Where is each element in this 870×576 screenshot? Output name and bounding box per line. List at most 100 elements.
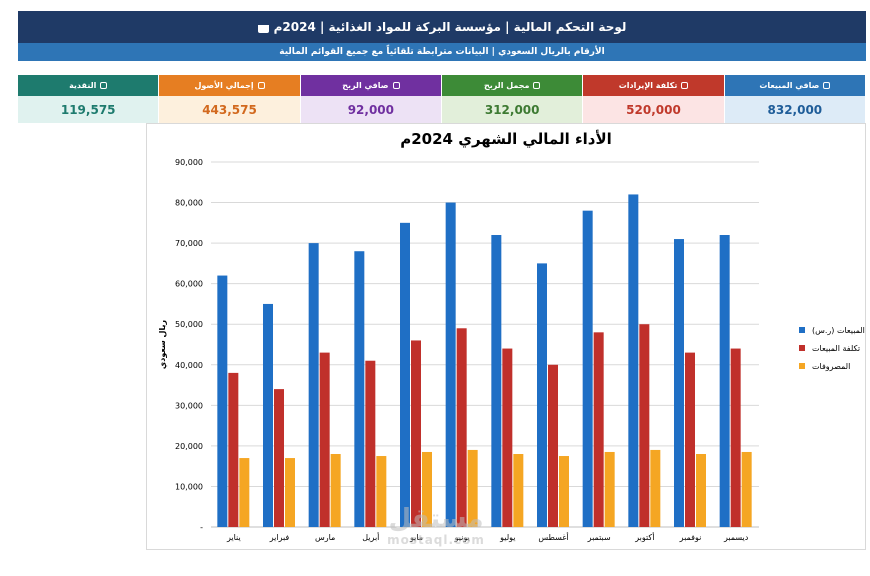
kpi-value: 832,000	[724, 96, 865, 123]
y-tick-label: 50,000	[175, 320, 203, 329]
bar-expenses	[696, 454, 706, 527]
bar-expenses	[559, 456, 569, 527]
kpi-value: 312,000	[442, 96, 583, 123]
x-tick-label: نوفمبر	[679, 533, 702, 542]
kpi-card: مجمل الربح 312,000	[442, 75, 584, 123]
kpi-cards: صافي المبيعات 832,000 تكلفة الإيرادات 520,0…	[18, 75, 866, 123]
bar-cost	[730, 348, 741, 527]
x-tick-label: يونيو	[454, 533, 470, 542]
x-tick-label: مايو	[409, 533, 423, 542]
y-tick-label: 40,000	[175, 361, 203, 370]
bar-sales	[491, 235, 502, 527]
kpi-label: صافي الربح	[342, 81, 389, 90]
kpi-header: صافي المبيعات	[724, 75, 865, 96]
dashboard-subtitle-bar: الأرقام بالريال السعودي | البيانات متراب…	[18, 43, 866, 61]
box-icon	[681, 82, 689, 89]
bar-sales	[537, 263, 547, 527]
bar-cost	[548, 364, 558, 527]
x-tick-label: ديسمبر	[723, 533, 749, 542]
bar-cost	[411, 340, 421, 527]
bar-sales	[400, 222, 410, 527]
bar-expenses	[330, 454, 341, 527]
kpi-label: صافي المبيعات	[759, 81, 820, 90]
y-tick-label: 90,000	[175, 158, 203, 167]
chart-title: الأداء المالي الشهري 2024م	[400, 130, 612, 148]
bar-sales	[354, 251, 365, 527]
kpi-header: تكلفة الإيرادات	[583, 75, 724, 96]
kpi-label: النقدية	[69, 81, 97, 90]
monthly-chart: الأداء المالي الشهري 2024م - 10,000 20,000…	[146, 123, 866, 550]
bar-cost	[456, 328, 467, 527]
bar-expenses	[285, 458, 295, 527]
bar-cost	[639, 324, 650, 527]
kpi-value: 520,000	[583, 96, 724, 123]
dashboard-title-bar: لوحة التحكم المالية | مؤسسة البركة للموا…	[18, 11, 866, 43]
grid-icon	[533, 82, 541, 89]
kpi-label: إجمالي الأصول	[194, 81, 254, 90]
x-tick-label: يوليو	[499, 533, 515, 542]
y-tick-label: 10,000	[175, 482, 203, 491]
cash-icon	[100, 82, 108, 89]
y-tick-label: 60,000	[175, 280, 203, 289]
y-tick-label: 20,000	[175, 442, 203, 451]
x-tick-label: أغسطس	[538, 532, 568, 542]
trophy-icon	[392, 82, 400, 89]
bar-expenses	[604, 451, 615, 527]
bar-sales	[445, 202, 456, 528]
kpi-label: تكلفة الإيرادات	[618, 81, 678, 90]
kpi-header: صافي الربح	[300, 75, 442, 96]
legend-swatch	[799, 345, 805, 351]
dashboard-subtitle: الأرقام بالريال السعودي | البيانات متراب…	[279, 47, 605, 57]
bar-sales	[674, 239, 684, 528]
kpi-value: 119,575	[18, 96, 159, 123]
bank-icon	[257, 82, 265, 89]
bar-expenses	[467, 449, 478, 527]
y-tick-label: 70,000	[175, 239, 203, 248]
legend-swatch	[799, 327, 805, 333]
legend-swatch	[799, 363, 805, 369]
calendar-icon	[257, 21, 269, 33]
kpi-card: تكلفة الإيرادات 520,000	[583, 75, 725, 123]
bar-expenses	[376, 456, 387, 527]
x-tick-label: أكتوبر	[634, 532, 654, 542]
dashboard-title: لوحة التحكم المالية | مؤسسة البركة للموا…	[273, 20, 627, 34]
legend-label: المبيعات (ر.س)	[812, 326, 865, 335]
bar-expenses	[513, 454, 524, 527]
bar-cost	[502, 348, 513, 527]
bar-sales	[719, 235, 730, 527]
kpi-card: صافي المبيعات 832,000	[724, 75, 866, 123]
bar-cost	[228, 372, 239, 527]
bar-sales	[308, 243, 319, 527]
x-tick-label: فبراير	[269, 533, 290, 542]
y-tick-label: 80,000	[175, 199, 203, 208]
bar-sales	[217, 275, 228, 527]
kpi-header: مجمل الربح	[442, 75, 583, 96]
bar-cost	[685, 352, 695, 527]
kpi-card: النقدية 119,575	[18, 75, 160, 123]
y-axis-label: ريال سعودي	[158, 320, 167, 370]
x-tick-label: سبتمبر	[587, 533, 611, 542]
bar-cost	[593, 332, 604, 527]
legend-label: المصروفات	[812, 362, 850, 371]
kpi-header: النقدية	[18, 75, 159, 96]
legend-label: تكلفة المبيعات	[812, 344, 860, 353]
bar-sales	[582, 210, 593, 527]
kpi-header: إجمالي الأصول	[159, 75, 300, 96]
kpi-value: 92,000	[300, 96, 442, 123]
kpi-card: صافي الربح 92,000	[300, 75, 443, 123]
kpi-label: مجمل الربح	[483, 81, 530, 90]
bar-cost	[274, 389, 284, 527]
kpi-card: إجمالي الأصول 443,575	[159, 75, 301, 123]
x-tick-label: مارس	[315, 533, 335, 542]
y-tick-label: -	[200, 523, 203, 532]
bar-cost	[319, 352, 330, 527]
y-tick-label: 30,000	[175, 401, 203, 410]
bar-expenses	[239, 458, 250, 527]
bar-expenses	[650, 449, 661, 527]
bar-expenses	[741, 451, 752, 527]
bar-expenses	[422, 451, 432, 527]
x-tick-label: أبريل	[362, 532, 379, 542]
money-bag-icon	[823, 82, 831, 89]
chart-svg: - 10,000 20,000 30,000 40,000 50,000 60,000 70,…	[158, 158, 865, 542]
x-tick-label: يناير	[226, 533, 241, 542]
